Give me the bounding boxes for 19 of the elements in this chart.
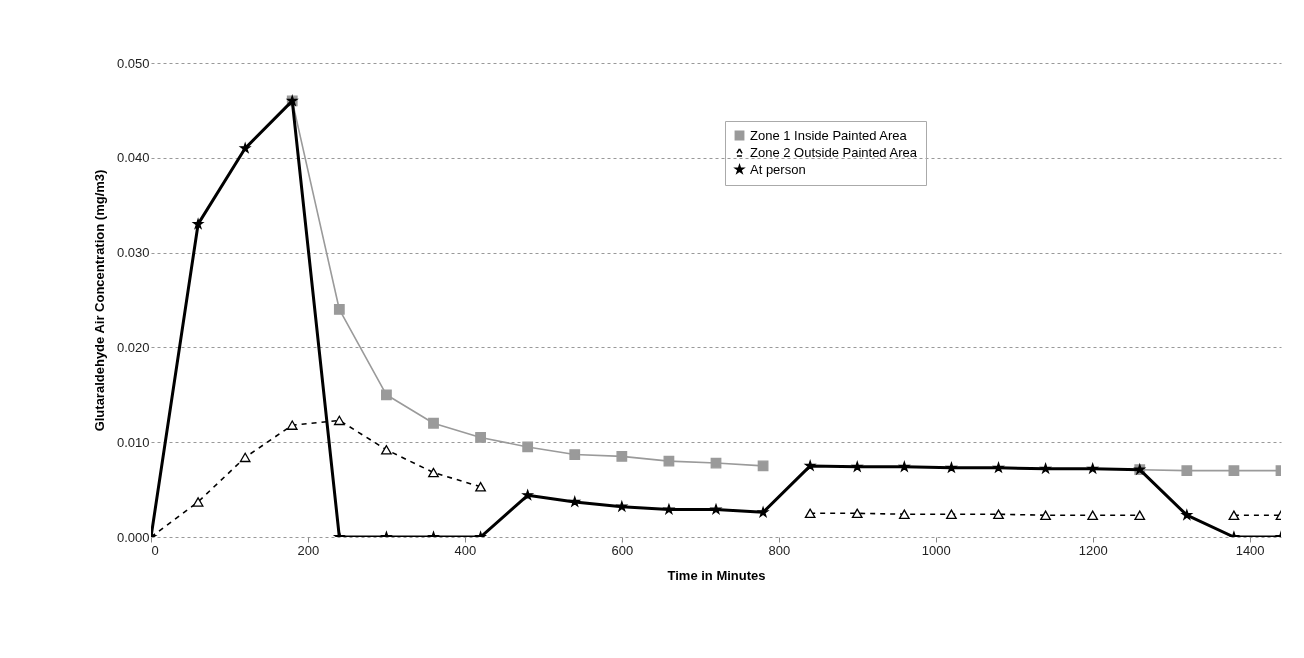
x-tick-label: 200 xyxy=(297,542,320,558)
x-tick-label: 400 xyxy=(454,542,477,558)
x-tick-label: 1000 xyxy=(921,542,951,558)
x-tick-label: 600 xyxy=(611,542,634,558)
legend-label: Zone 1 Inside Painted Area xyxy=(750,127,908,143)
x-tick-label: 800 xyxy=(768,542,791,558)
y-axis-title: Glutaraldehyde Air Concentration (mg/m3) xyxy=(91,169,107,432)
y-tick-label: 0.010 xyxy=(116,434,150,450)
y-tick-label: 0.050 xyxy=(116,55,150,71)
legend-label: At person xyxy=(750,161,806,177)
y-tick-label: 0.000 xyxy=(116,529,150,545)
y-tick-label: 0.020 xyxy=(116,339,150,355)
x-axis-title: Time in Minutes xyxy=(667,567,766,583)
y-tick-label: 0.040 xyxy=(116,150,150,166)
x-tick-label: 1200 xyxy=(1078,542,1108,558)
x-tick-label: 1400 xyxy=(1235,542,1265,558)
x-tick-label: 0 xyxy=(151,542,159,558)
legend-label: Zone 2 Outside Painted Area xyxy=(750,144,918,160)
y-tick-label: 0.030 xyxy=(116,245,150,261)
